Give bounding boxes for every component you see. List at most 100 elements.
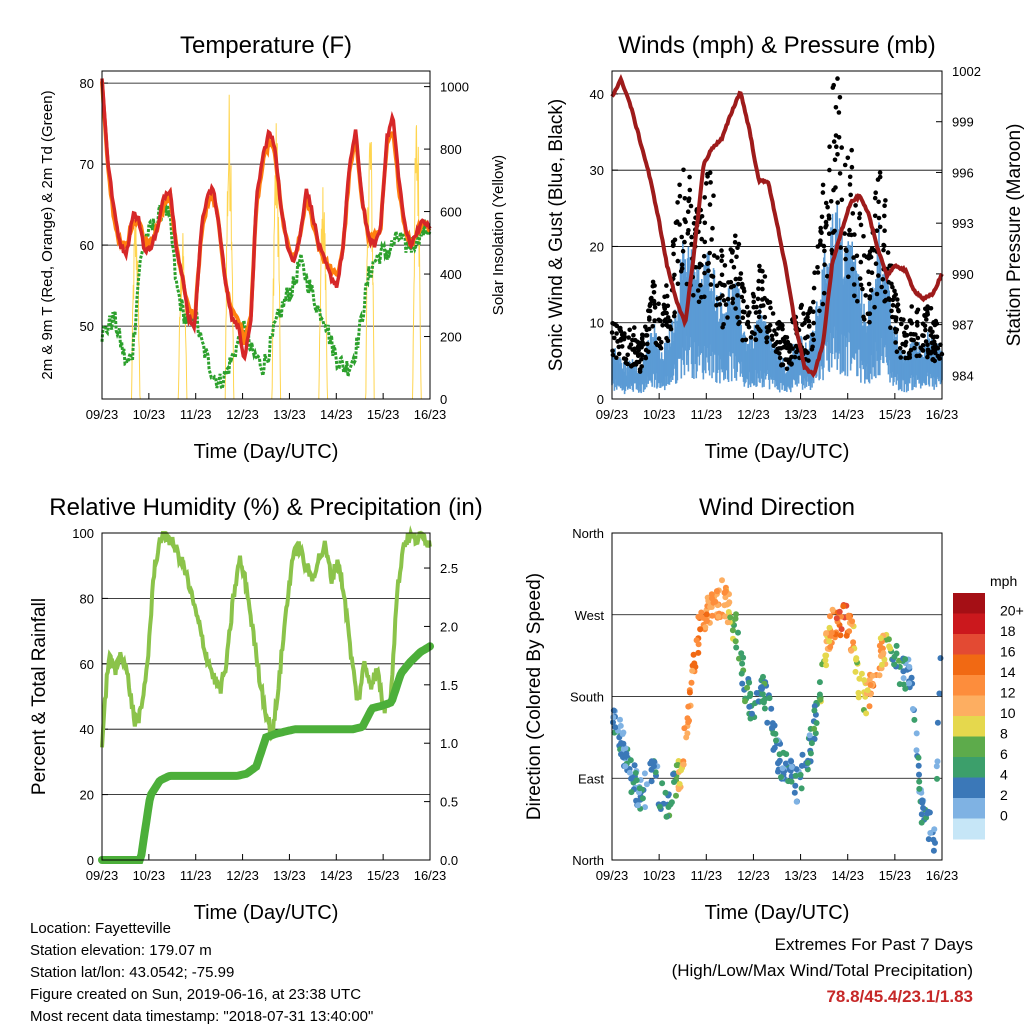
wind-gust-point xyxy=(664,283,669,288)
wind-gust-point xyxy=(739,294,745,300)
wind-gust-point xyxy=(628,342,634,347)
wind-direction-point xyxy=(775,759,782,766)
wind-gust-point xyxy=(696,299,702,305)
x-tick-label: 09/23 xyxy=(596,407,629,422)
wind-gust-point xyxy=(823,219,829,225)
y-right-tick-label: 600 xyxy=(440,205,462,220)
x-tick-label: 15/23 xyxy=(879,407,912,422)
wind-direction-point xyxy=(759,698,766,705)
wind-gust-point xyxy=(911,337,916,343)
wind-gust-point xyxy=(757,268,763,273)
wind-direction-point xyxy=(722,613,729,620)
legend-swatch xyxy=(953,777,985,799)
wind-gust-point xyxy=(811,285,817,291)
wind-gust-point xyxy=(817,308,822,314)
wind-gust-point xyxy=(815,270,821,275)
wind-gust-point xyxy=(719,258,724,264)
wind-gust-point xyxy=(908,318,913,324)
panel-title: Winds (mph) & Pressure (mb) xyxy=(618,32,935,59)
wind-gust-point xyxy=(764,335,769,341)
x-tick-label: 14/23 xyxy=(320,868,353,883)
wind-gust-point xyxy=(937,356,942,361)
wind-gust-point xyxy=(740,284,745,290)
legend-swatch xyxy=(953,634,985,655)
wind-gust-point xyxy=(775,321,780,326)
wind-gust-point xyxy=(725,296,731,302)
legend-swatch xyxy=(953,716,985,737)
wind-gust-point xyxy=(890,284,895,290)
wind-gust-point xyxy=(858,282,864,288)
y-tick-label: 60 xyxy=(80,238,94,253)
wind-direction-point xyxy=(686,689,693,696)
wind-direction-point xyxy=(626,769,633,776)
wind-direction-point xyxy=(629,774,636,781)
wind-gust-point xyxy=(770,337,775,342)
wind-gust-point xyxy=(897,346,903,351)
wind-gust-point xyxy=(776,326,781,331)
wind-direction-point xyxy=(631,762,638,769)
wind-gust-point xyxy=(912,345,917,351)
wind-gust-point xyxy=(717,280,723,286)
wind-gust-point xyxy=(729,258,734,264)
wind-gust-point xyxy=(839,197,845,203)
y-right-tick-label: 1.5 xyxy=(440,678,458,693)
y-right-tick-label: 984 xyxy=(952,368,974,383)
wind-direction-point xyxy=(891,653,898,660)
legend-label: 20+ xyxy=(1000,603,1024,619)
wind-gust-point xyxy=(671,313,677,319)
wind-gust-point xyxy=(682,239,687,245)
wind-gust-point xyxy=(733,306,738,311)
wind-gust-point xyxy=(802,320,807,326)
wind-gust-point xyxy=(735,293,740,298)
wind-gust-point xyxy=(647,301,653,307)
wind-gust-point xyxy=(723,302,729,307)
wind-gust-point xyxy=(894,304,900,309)
wind-direction-point xyxy=(729,627,736,634)
wind-gust-point xyxy=(691,293,696,298)
x-tick-label: 11/23 xyxy=(690,407,722,422)
legend-label: 12 xyxy=(1000,685,1016,701)
wind-direction-point xyxy=(797,771,804,778)
wind-gust-point xyxy=(687,174,692,180)
wind-gust-point xyxy=(823,200,829,206)
wind-direction-point xyxy=(900,675,907,682)
y-right-tick-label: 993 xyxy=(952,216,974,231)
wind-gust-point xyxy=(672,237,678,243)
wind-gust-point xyxy=(873,190,878,195)
x-tick-label: 10/23 xyxy=(643,868,676,883)
wind-direction-point xyxy=(840,603,847,610)
wind-direction-point xyxy=(778,774,784,781)
wind-gust-point xyxy=(675,258,681,264)
wind-gust-point xyxy=(664,336,669,341)
wind-direction-point xyxy=(753,690,760,696)
wind-gust-point xyxy=(835,200,840,205)
wind-gust-point xyxy=(719,253,725,259)
wind-gust-point xyxy=(719,272,725,278)
wind-gust-point xyxy=(653,340,659,346)
wind-gust-point xyxy=(904,324,909,330)
wind-direction-point xyxy=(788,778,795,785)
wind-direction-point xyxy=(656,803,663,810)
wind-direction-point xyxy=(747,693,753,699)
humidity-precip-chart: Relative Humidity (%) & Precipitation (i… xyxy=(29,494,483,924)
wind-gust-point xyxy=(811,309,816,315)
y-right-tick-label: 999 xyxy=(952,115,974,130)
wind-gust-point xyxy=(625,352,630,358)
wind-gust-point xyxy=(662,306,668,312)
wind-direction-point xyxy=(735,629,741,636)
wind-direction-point xyxy=(740,654,747,661)
wind-gust-point xyxy=(685,209,691,214)
wind-gust-point xyxy=(818,241,823,247)
wind-direction-point xyxy=(648,778,655,785)
wind-gust-point xyxy=(735,315,740,320)
x-tick-label: 11/23 xyxy=(180,407,212,422)
wind-direction-point xyxy=(709,612,716,619)
wind-gust-point xyxy=(908,331,914,337)
y-tick-label: 50 xyxy=(80,319,94,334)
wind-gust-point xyxy=(815,265,820,270)
wind-gust-point xyxy=(847,227,852,233)
wind-direction-point xyxy=(695,649,702,656)
x-tick-label: 16/23 xyxy=(414,868,447,883)
wind-gust-point xyxy=(646,308,651,314)
legend-label: 8 xyxy=(1000,726,1008,742)
